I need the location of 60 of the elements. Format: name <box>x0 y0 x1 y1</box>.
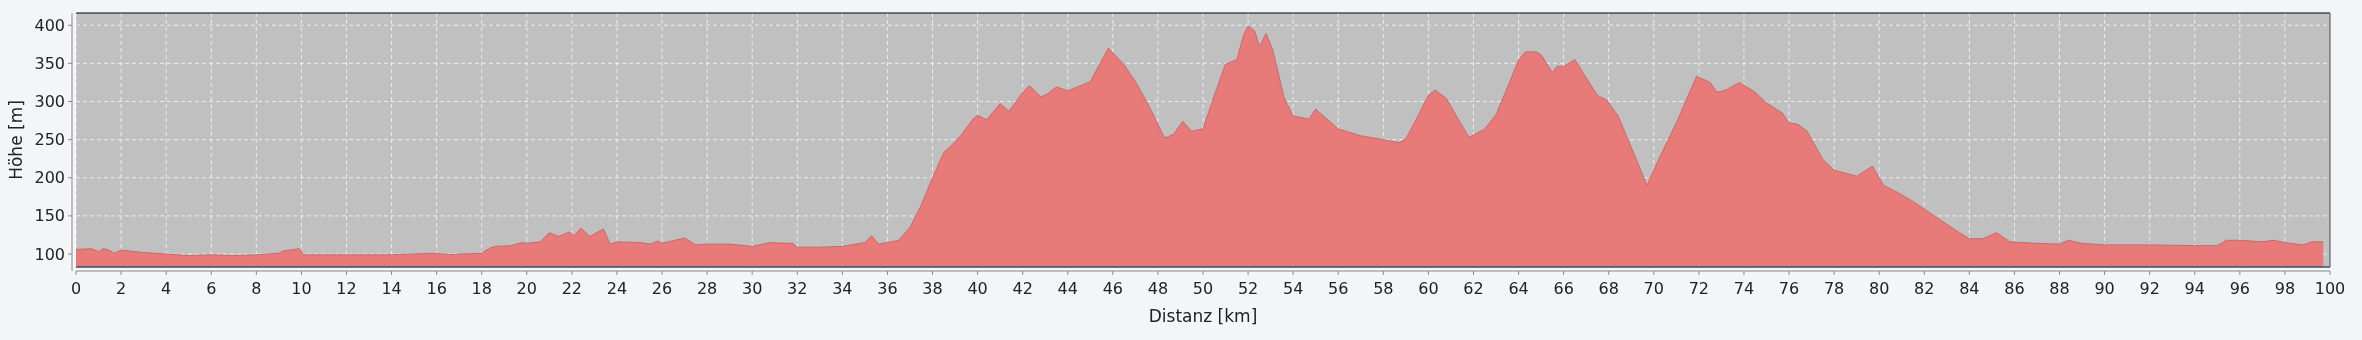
x-tick-label: 38 <box>922 279 943 298</box>
x-tick-label: 72 <box>1688 279 1710 298</box>
x-tick-label: 26 <box>651 279 673 298</box>
x-tick-label: 82 <box>1914 279 1935 298</box>
x-tick-label: 94 <box>2184 279 2205 298</box>
x-tick-label: 14 <box>381 279 402 298</box>
x-tick-label: 36 <box>877 279 898 298</box>
y-axis-title: Höhe [m] <box>6 100 26 180</box>
x-tick-label: 30 <box>742 279 763 298</box>
x-tick-label: 28 <box>696 279 718 298</box>
x-axis-title: Distanz [km] <box>1148 306 1258 326</box>
x-tick-label: 74 <box>1733 279 1755 298</box>
x-tick-label: 88 <box>2049 279 2070 298</box>
y-tick-label: 200 <box>34 168 65 188</box>
x-tick-label: 8 <box>251 279 262 298</box>
x-tick-label: 2 <box>115 279 127 298</box>
x-tick-label: 46 <box>1102 279 1124 298</box>
x-tick-label: 68 <box>1598 279 1619 298</box>
x-tick-label: 86 <box>2004 279 2025 298</box>
x-tick-label: 60 <box>1418 279 1439 298</box>
x-tick-label: 50 <box>1192 279 1214 298</box>
x-tick-label: 48 <box>1147 279 1169 298</box>
x-tick-label: 80 <box>1869 279 1890 298</box>
x-tick-label: 98 <box>2274 279 2296 298</box>
y-tick-label: 100 <box>34 244 65 264</box>
x-tick-label: 78 <box>1823 279 1845 298</box>
x-tick-label: 96 <box>2229 279 2251 298</box>
x-tick-label: 12 <box>336 279 357 298</box>
x-tick-label: 40 <box>967 279 988 298</box>
x-tick-label: 42 <box>1012 279 1033 298</box>
x-tick-label: 100 <box>2314 279 2346 298</box>
x-tick-label: 44 <box>1057 279 1078 298</box>
x-tick-label: 16 <box>426 279 447 298</box>
y-tick-label: 300 <box>34 92 65 112</box>
y-tick-label: 350 <box>34 53 65 73</box>
x-tick-label: 4 <box>161 279 172 298</box>
x-tick-label: 24 <box>606 279 628 298</box>
x-tick-label: 92 <box>2139 279 2160 298</box>
x-tick-label: 10 <box>291 279 312 298</box>
x-tick-label: 34 <box>832 279 853 298</box>
x-tick-label: 66 <box>1553 279 1574 298</box>
x-tick-label: 84 <box>1959 279 1980 298</box>
x-tick-label: 52 <box>1237 279 1259 298</box>
x-tick-label: 54 <box>1282 279 1304 298</box>
x-tick-label: 70 <box>1643 279 1664 298</box>
x-tick-label: 62 <box>1463 279 1484 298</box>
x-tick-label: 64 <box>1508 279 1529 298</box>
x-tick-label: 76 <box>1778 279 1800 298</box>
x-tick-label: 90 <box>2094 279 2115 298</box>
x-tick-label: 56 <box>1328 279 1349 298</box>
y-tick-label: 250 <box>34 130 65 150</box>
x-tick-label: 32 <box>787 279 808 298</box>
x-tick-label: 0 <box>70 279 82 298</box>
x-tick-label: 18 <box>471 279 492 298</box>
y-tick-label: 400 <box>34 15 65 35</box>
x-tick-label: 58 <box>1373 279 1394 298</box>
x-tick-label: 22 <box>561 279 583 298</box>
x-tick-label: 6 <box>206 279 217 298</box>
x-tick-label: 20 <box>516 279 537 298</box>
y-tick-label: 150 <box>34 206 65 226</box>
